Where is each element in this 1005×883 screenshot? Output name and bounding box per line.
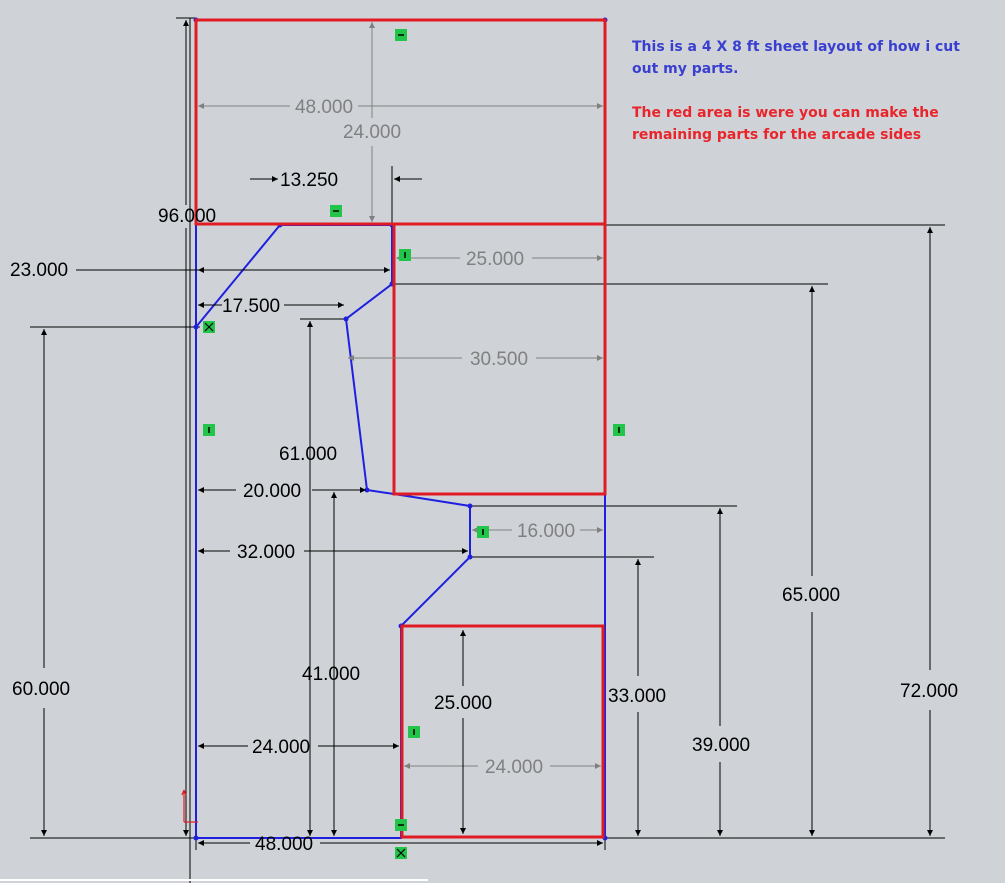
dim-17-500: 17.500: [222, 296, 280, 317]
dim-61: 61.000: [279, 444, 337, 465]
dim-16: 16.000: [517, 521, 575, 542]
dim-65: 65.000: [782, 585, 840, 606]
vertical-relation-icon: [399, 249, 411, 261]
horizontal-relation-icon: [330, 205, 342, 217]
dim-23: 23.000: [10, 260, 68, 281]
dim-24-top: 24.000: [343, 122, 401, 143]
vertical-relation-icon: [477, 526, 489, 538]
dim-48-top: 48.000: [295, 97, 353, 118]
dim-32: 32.000: [237, 542, 295, 563]
dim-30-500: 30.500: [470, 349, 528, 370]
vertical-relation-icon: [613, 424, 625, 436]
dim-25-right: 25.000: [466, 249, 524, 270]
relation-markers: [203, 29, 625, 859]
dim-20: 20.000: [243, 481, 301, 502]
coincident-relation-icon: [395, 847, 407, 859]
note-red: The red area is were you can make the re…: [632, 105, 939, 143]
vertical-relation-icon: [408, 726, 420, 738]
vertical-relation-icon: [203, 424, 215, 436]
horizontal-relation-icon: [395, 29, 407, 41]
dim-41: 41.000: [302, 664, 360, 685]
horizontal-relation-icon: [395, 819, 407, 831]
red-region-bottom: [400, 624, 605, 839]
dim-96: 96.000: [158, 206, 216, 227]
dim-72: 72.000: [900, 681, 958, 702]
dim-48-bottom: 48.000: [255, 834, 313, 855]
dim-39: 39.000: [692, 735, 750, 756]
dim-60: 60.000: [12, 679, 70, 700]
coincident-relation-icon: [203, 321, 215, 333]
red-region-middle: [392, 222, 607, 496]
origin-axis-icon: [181, 789, 198, 823]
black-dimensions: [41, 20, 933, 846]
dim-25-low: 25.000: [434, 693, 492, 714]
dim-24-bottom: 24.000: [485, 757, 543, 778]
dim-33: 33.000: [608, 686, 666, 707]
note-blue: This is a 4 X 8 ft sheet layout of how i…: [632, 39, 960, 77]
dim-13-250: 13.250: [280, 170, 338, 191]
dim-24-left: 24.000: [252, 737, 310, 758]
